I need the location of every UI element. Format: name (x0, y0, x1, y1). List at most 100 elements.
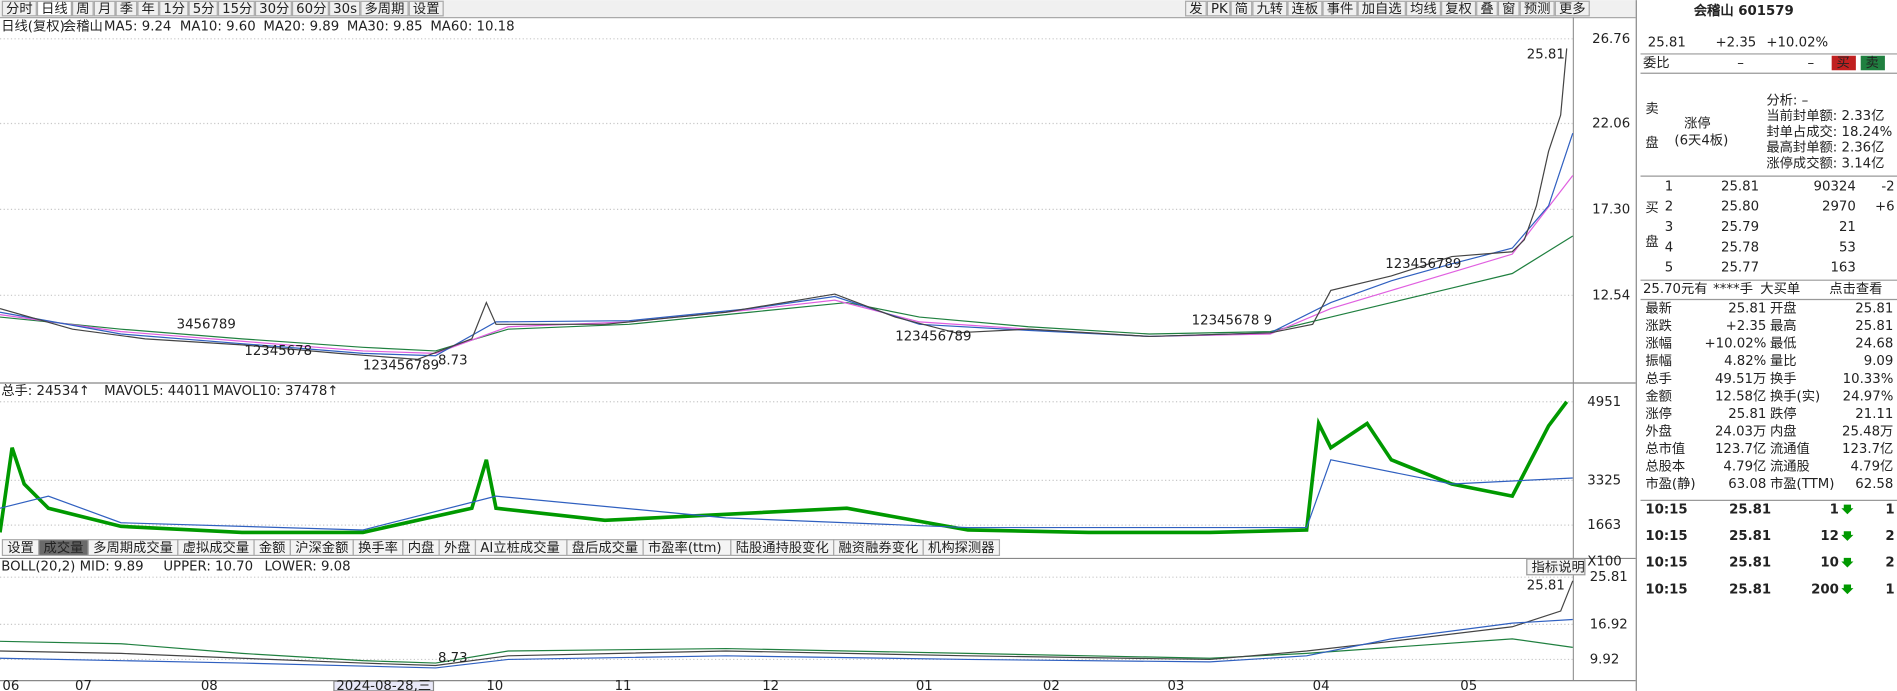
big-order: ****手 (1713, 281, 1753, 297)
stat-label: 振幅 (1645, 353, 1672, 369)
toolbar-button[interactable] (93, 0, 116, 17)
toolbar-button[interactable] (1287, 0, 1323, 17)
toolbar-button[interactable] (1252, 0, 1288, 17)
tab-label: 机构探测器 (928, 540, 994, 556)
toolbar-label: 30s (333, 2, 357, 17)
big-order: 25.70元有 (1643, 281, 1708, 297)
toolbar-button[interactable] (1476, 0, 1498, 17)
toolbar-button[interactable] (115, 0, 138, 17)
bid-price: 25.78 (1721, 240, 1759, 255)
analysis: 最高封单额: 2.36亿 (1766, 139, 1884, 156)
toolbar-button[interactable] (1185, 0, 1207, 17)
toolbar-button[interactable] (1519, 0, 1555, 17)
stat-value: 9.09 (1864, 354, 1894, 369)
tab[interactable] (922, 539, 1001, 557)
trade-button[interactable] (1860, 55, 1885, 71)
toolbar-button[interactable] (1441, 0, 1477, 17)
trade-price: 25.81 (1729, 502, 1771, 517)
down-arrow (1841, 557, 1854, 568)
trade-volume: 10 (1820, 556, 1839, 571)
analysis: 封单占成交: 18.24% (1766, 123, 1892, 140)
stat-label: 最高 (1770, 317, 1797, 334)
toolbar-button[interactable] (159, 0, 189, 17)
toolbar-button[interactable] (217, 0, 255, 17)
toolbar-button[interactable] (1206, 0, 1231, 17)
toolbar-button[interactable] (360, 0, 409, 17)
toolbar-label: 日线 (41, 1, 68, 17)
analysis: 分析: – (1766, 93, 1808, 109)
boll-lines (0, 580, 1574, 669)
toolbar-button[interactable] (408, 0, 444, 17)
trade-button[interactable] (1831, 55, 1856, 71)
boll-legend: UPPER: 10.70 (163, 559, 253, 574)
stat-label: 涨幅 (1645, 336, 1672, 352)
toolbar-button[interactable] (1357, 0, 1406, 17)
toolbar-label: 月 (98, 2, 111, 17)
toolbar-button[interactable] (1322, 0, 1358, 17)
trade-time: 10:15 (1645, 502, 1687, 517)
big-order: 点击查看 (1829, 281, 1882, 297)
ma-label: MA60: 10.18 (430, 20, 514, 35)
toolbar-label: 均线 (1410, 1, 1437, 17)
date-label: 02 (1043, 679, 1060, 691)
toolbar-label: 加自选 (1362, 1, 1402, 17)
toolbar-button[interactable] (291, 0, 329, 17)
annotation: 12345678 9 (1192, 314, 1272, 329)
annotation: 123456789 (363, 358, 439, 373)
tab-label: 外盘 (444, 539, 471, 556)
toolbar-label: 30分 (259, 1, 289, 17)
toolbar-button[interactable] (36, 0, 72, 17)
toolbar-button[interactable] (254, 0, 292, 17)
stat-label: 开盘 (1770, 300, 1797, 317)
stat-value: 25.81 (1855, 319, 1893, 334)
trade-price: 25.81 (1729, 556, 1771, 571)
toolbar-button[interactable] (1405, 0, 1442, 17)
toolbar-label: 复权 (1445, 0, 1472, 17)
toolbar-label: 简 (1235, 0, 1248, 17)
toolbar-button[interactable] (71, 0, 94, 17)
analysis: 当前封单额: 2.33亿 (1766, 107, 1884, 124)
help-button[interactable] (1526, 558, 1586, 576)
toolbar-label: PK (1211, 2, 1228, 17)
side-label: 盘 (1645, 233, 1658, 250)
stat-label: 总市值 (1645, 440, 1685, 457)
last-price: 25.81 (1648, 35, 1686, 50)
stat-value: 10.33% (1843, 372, 1894, 387)
stat-label: 最低 (1770, 336, 1797, 352)
stat-value: 49.51万 (1715, 372, 1766, 387)
stat-label: 换手(实) (1770, 388, 1820, 404)
stat-label: 内盘 (1770, 422, 1797, 439)
ma-label: MA10: 9.60 (180, 20, 256, 35)
trade-volume: 200 (1811, 582, 1839, 597)
price-axis-label: 12.54 (1592, 288, 1630, 303)
toolbar-label: 年 (142, 1, 155, 17)
toolbar-button[interactable] (137, 0, 160, 17)
toolbar-button[interactable] (1497, 0, 1520, 17)
stat-value: 25.81 (1728, 407, 1766, 422)
trade-volume: 12 (1820, 529, 1839, 544)
date-label: 11 (615, 679, 632, 691)
toolbar-label: 5分 (193, 1, 215, 17)
annotation: 25.81 (1527, 48, 1565, 63)
toolbar-button[interactable] (1, 0, 37, 17)
toolbar-label: 多周期 (365, 0, 405, 17)
toolbar-button[interactable] (188, 0, 218, 17)
stat-label: 涨跌 (1645, 318, 1672, 334)
change: +2.35 (1716, 35, 1757, 50)
tab-label: AI立桩成交量 (480, 539, 560, 556)
boll-legend: BOLL(20,2) MID: 9.89 (1, 559, 143, 574)
stat-value: 12.58亿 (1715, 388, 1766, 404)
limit: 涨停 (1684, 114, 1711, 131)
tab-label: 盘后成交量 (572, 539, 638, 556)
down-arrow (1841, 504, 1854, 515)
toolbar-button[interactable] (1230, 0, 1253, 17)
stat-label: 市盈(TTM) (1770, 475, 1834, 492)
price-lines (0, 48, 1574, 361)
toolbar-button[interactable] (328, 0, 361, 17)
annotation: 25.81 (1527, 579, 1565, 594)
toolbar-label: 分时 (6, 1, 33, 17)
price-axis-label: 17.30 (1592, 202, 1630, 217)
stock-title: 会稽山 601579 (1694, 2, 1794, 19)
toolbar-label: 设置 (413, 1, 440, 17)
toolbar-button[interactable] (1554, 0, 1590, 17)
